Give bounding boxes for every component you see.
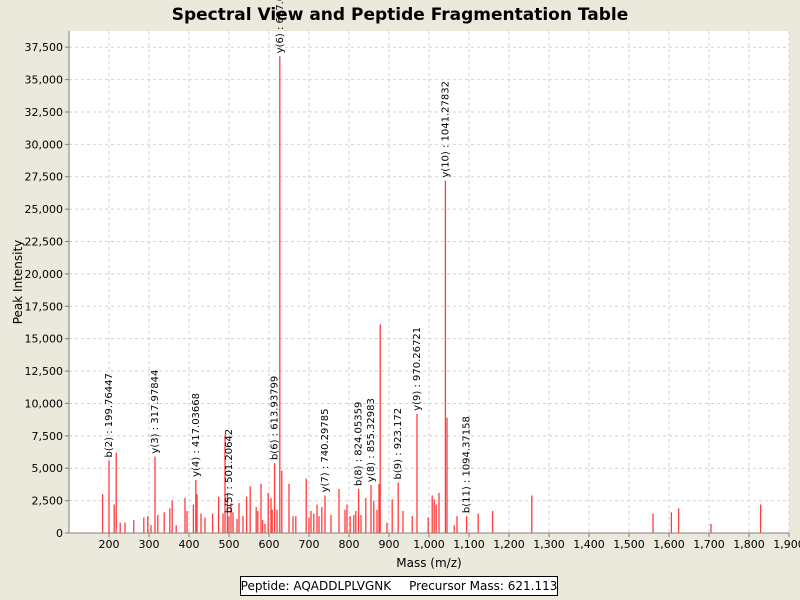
y-axis-label: Peak Intensity	[11, 240, 25, 325]
grid-lines	[69, 31, 790, 534]
x-tick-label: 200	[99, 538, 120, 551]
y-tick-label: 17,500	[25, 300, 64, 313]
chart-title: Spectral View and Peptide Fragmentation …	[172, 5, 629, 25]
y-tick-label: 7,500	[32, 430, 64, 443]
peptide-info-box: Peptide: AQADDLPLVGNK Precursor Mass: 62…	[240, 576, 558, 596]
y-tick-label: 0	[56, 527, 63, 540]
y-tick-label: 5,000	[32, 462, 64, 475]
x-tick-label: 1,200	[493, 538, 525, 551]
peak-annotation: y(8) : 855.32983	[366, 398, 377, 482]
y-tick-label: 15,000	[25, 333, 64, 346]
peak-annotation: b(11) : 1094.37158	[462, 416, 473, 513]
peak-annotation: b(2) : 199.76447	[104, 373, 115, 457]
peak-annotation: y(9) : 970.26721	[412, 327, 423, 411]
x-tick-label: 700	[299, 538, 320, 551]
x-tick-label: 400	[179, 538, 200, 551]
y-tick-label: 27,500	[25, 171, 64, 184]
peak-annotation: y(6) : 627.03735	[275, 0, 286, 53]
y-tick-label: 22,500	[25, 236, 64, 249]
peak-annotation: b(9) : 923.172	[393, 408, 404, 480]
x-tick-label: 300	[139, 538, 160, 551]
x-tick-label: 800	[339, 538, 360, 551]
x-tick-label: 1,100	[453, 538, 485, 551]
y-tick-label: 37,500	[25, 41, 64, 54]
y-tick-label: 10,000	[25, 397, 64, 410]
peptide-label: Peptide: AQADDLPLVGNK	[240, 579, 392, 593]
plot-area	[69, 31, 789, 533]
x-tick-label: 500	[219, 538, 240, 551]
y-tick-label: 2,500	[32, 495, 64, 508]
x-axis-label: Mass (m/z)	[396, 556, 461, 570]
peak-annotation: y(4) : 417.03668	[191, 393, 202, 477]
y-tick-label: 30,000	[25, 138, 64, 151]
x-tick-label: 1,500	[613, 538, 645, 551]
y-tick-label: 32,500	[25, 106, 64, 119]
peak-annotation: y(3) : 317.97844	[150, 370, 161, 454]
y-tick-label: 20,000	[25, 268, 64, 281]
x-tick-label: 1,800	[733, 538, 765, 551]
peak-annotation: b(5) : 501.20642	[224, 429, 235, 513]
x-tick-label: 900	[379, 538, 400, 551]
peak-annotation: b(8) : 824.05359	[354, 402, 365, 486]
peaks	[101, 56, 762, 533]
x-tick-label: 1,900	[773, 538, 800, 551]
precursor-mass-label: Precursor Mass: 621.113	[409, 579, 558, 593]
peak-annotation: b(6) : 613.93799	[270, 376, 281, 460]
x-tick-label: 600	[259, 538, 280, 551]
x-tick-label: 1,600	[653, 538, 685, 551]
peak-annotation: y(7) : 740.29785	[320, 409, 331, 493]
y-tick-label: 12,500	[25, 365, 64, 378]
peak-annotation: y(10) : 1041.27832	[440, 81, 451, 178]
x-tick-label: 1,700	[693, 538, 725, 551]
x-tick-label: 1,400	[573, 538, 605, 551]
y-tick-label: 25,000	[25, 203, 64, 216]
tick-labels: 200 300 400 500 600 700 800 900 1,000 1,100 1,200 1…	[25, 41, 800, 551]
x-tick-label: 1,300	[533, 538, 565, 551]
peak-annotations: b(2) : 199.76447 y(3) : 317.97844 y(4) : 4…	[104, 0, 473, 513]
y-tick-label: 35,000	[25, 74, 64, 87]
x-tick-label: 1,000	[413, 538, 445, 551]
